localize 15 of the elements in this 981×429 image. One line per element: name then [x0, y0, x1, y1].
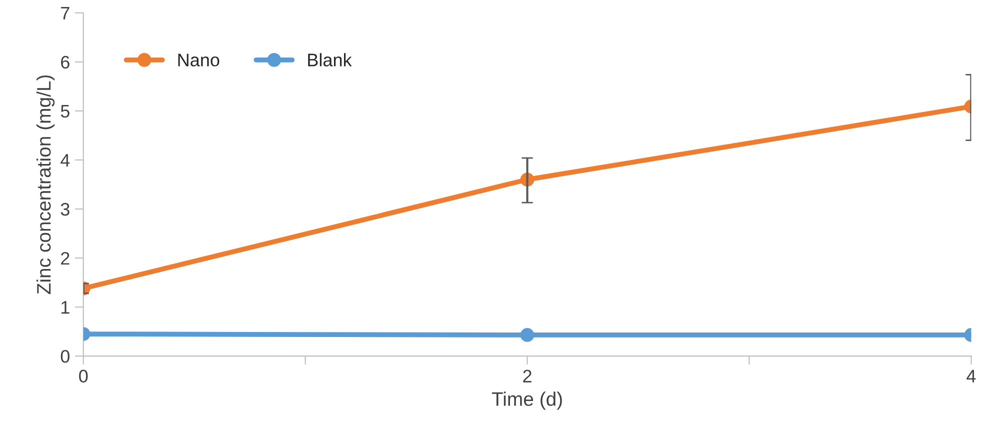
legend-label: Nano — [178, 54, 220, 66]
y-tick-label: 4 — [60, 154, 70, 166]
y-tick-label: 3 — [60, 202, 70, 216]
legend-label: Blank — [308, 53, 352, 66]
x-tick-label: 0 — [79, 370, 88, 383]
x-axis-title: Time (d) — [492, 392, 562, 410]
y-tick-label: 7 — [61, 6, 70, 20]
y-tick-label: 2 — [61, 252, 70, 265]
y-tick-label: 6 — [61, 56, 70, 69]
y-tick-label: 1 — [62, 301, 70, 314]
y-tick-label: 5 — [60, 105, 70, 118]
y-tick-label: 0 — [60, 350, 70, 363]
x-tick-label: 2 — [523, 370, 532, 382]
x-tick-label: 4 — [966, 370, 976, 382]
y-axis-title: Zinc concentration (mg/L) — [36, 75, 55, 294]
